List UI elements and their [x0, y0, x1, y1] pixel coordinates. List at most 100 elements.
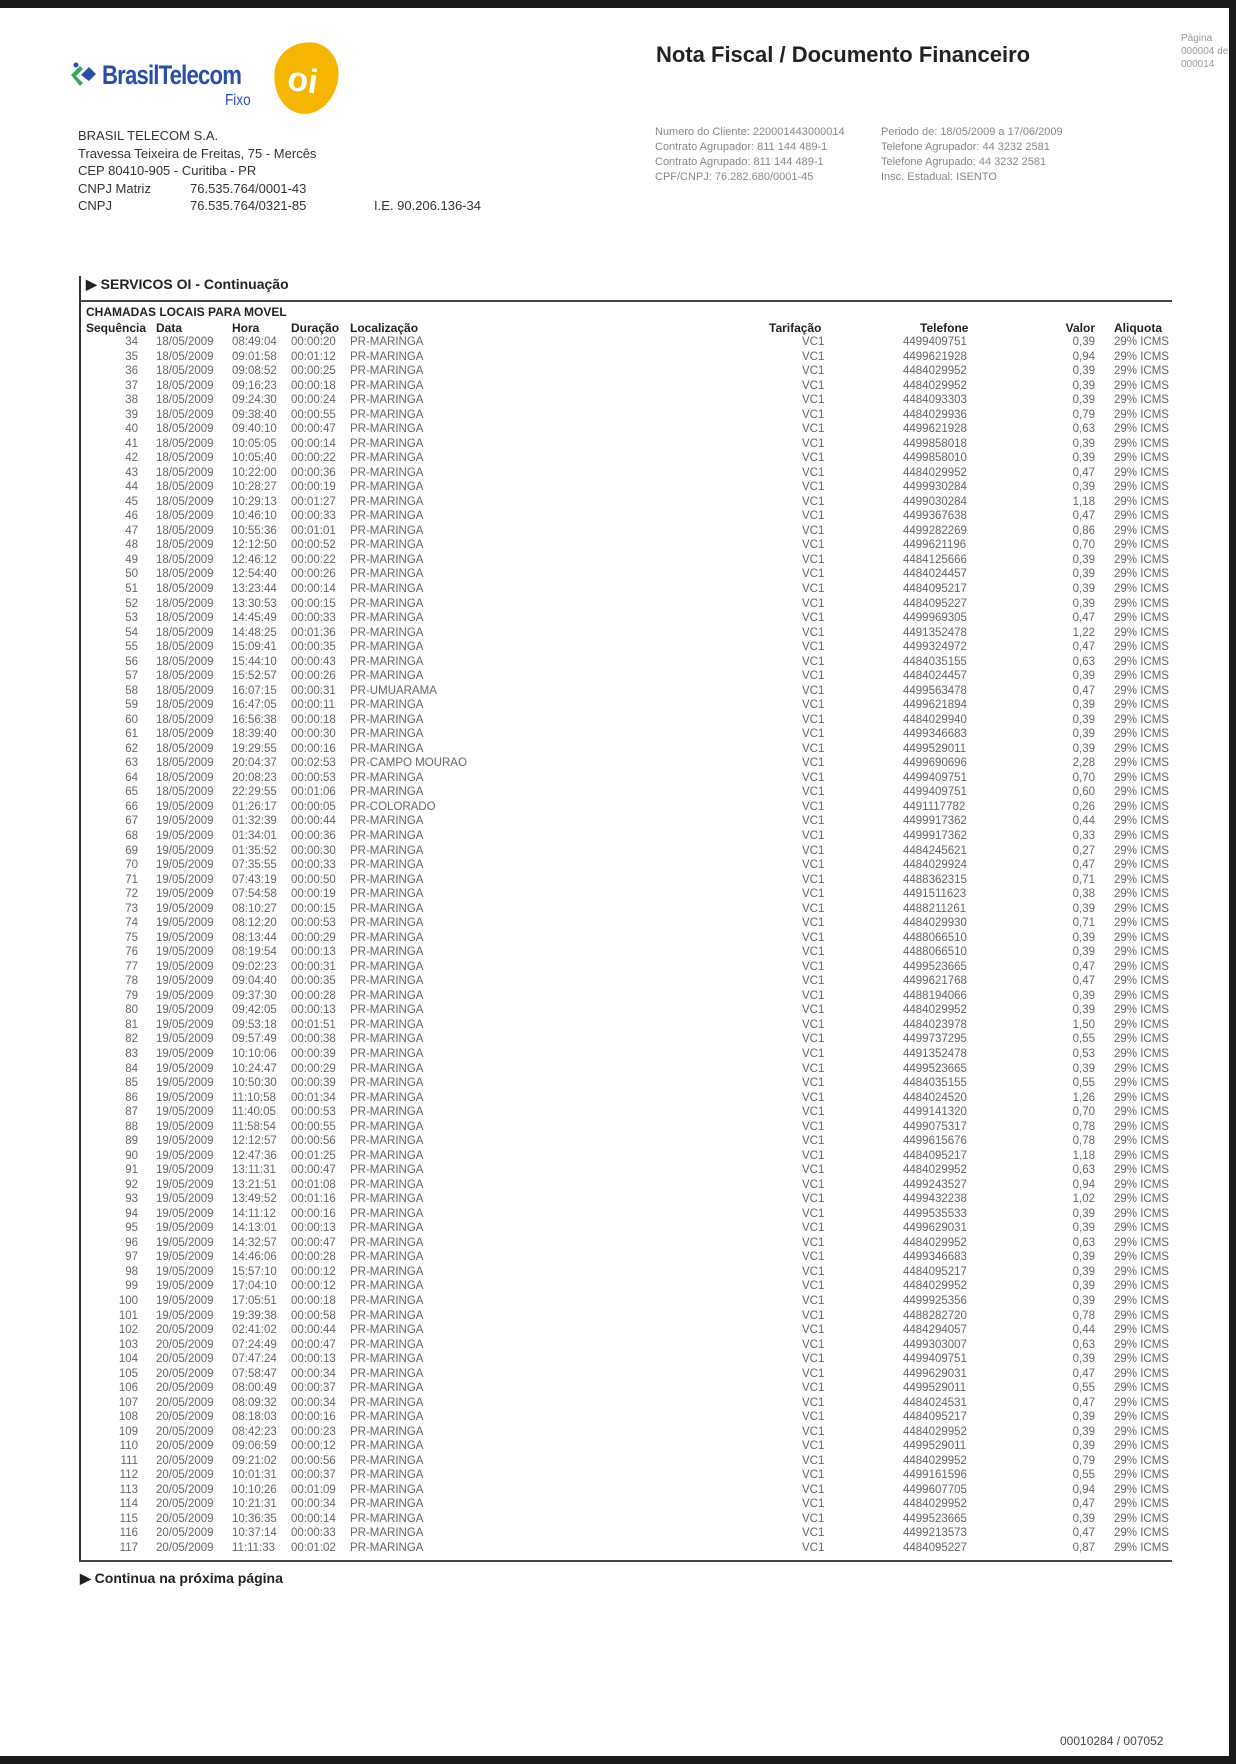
cell-localizacao: PR-MARINGA: [350, 728, 424, 741]
cell-data: 19/05/2009: [156, 902, 214, 915]
cell-telefone: 4484024457: [903, 670, 967, 683]
cell-telefone: 4499621768: [903, 975, 967, 988]
cell-hora: 18:39:40: [232, 728, 277, 741]
cell-aliquota: 29% ICMS: [1114, 859, 1169, 872]
table-row: 96 19/05/2009 14:32:57 00:00:47 PR-MARINGA VC…: [0, 1237, 1236, 1252]
cell-telefone: 4484125666: [903, 553, 967, 566]
cell-valor: 0,70: [1072, 539, 1095, 552]
cell-data: 18/05/2009: [156, 568, 214, 581]
cell-data: 19/05/2009: [156, 1164, 214, 1177]
cell-aliquota: 29% ICMS: [1114, 583, 1169, 595]
cell-aliquota: 29% ICMS: [1114, 1280, 1169, 1293]
cell-duracao: 00:00:12: [291, 1440, 336, 1453]
cell-aliquota: 29% ICMS: [1114, 1004, 1169, 1017]
cell-data: 19/05/2009: [156, 873, 214, 886]
cell-sequencia: 69: [125, 844, 138, 857]
cell-sequencia: 57: [125, 670, 138, 683]
cell-duracao: 00:01:09: [291, 1483, 336, 1496]
cell-sequencia: 87: [125, 1106, 138, 1119]
cell-aliquota: 29% ICMS: [1114, 771, 1169, 784]
cell-telefone: 4484035155: [903, 655, 967, 668]
cell-sequencia: 42: [125, 452, 138, 465]
cell-duracao: 00:01:51: [291, 1018, 336, 1031]
cell-data: 18/05/2009: [156, 379, 214, 392]
company-cep: CEP 80410-905 - Curitiba - PR: [78, 163, 257, 178]
cell-telefone: 4484294057: [903, 1324, 967, 1337]
cell-tarifacao: VC1: [802, 452, 825, 465]
cell-localizacao: PR-MARINGA: [350, 888, 424, 901]
cell-duracao: 00:00:16: [291, 742, 336, 755]
company-name: BRASIL TELECOM S.A.: [78, 128, 219, 143]
table-row: 39 18/05/2009 09:38:40 00:00:55 PR-MARINGA VC…: [0, 409, 1236, 424]
cell-sequencia: 39: [125, 408, 138, 421]
table-row: 107 20/05/2009 08:09:32 00:00:34 PR-MARINGA V…: [0, 1397, 1236, 1412]
cell-valor: 0,39: [1072, 931, 1095, 944]
table-row: 76 19/05/2009 08:19:54 00:00:13 PR-MARINGA VC…: [0, 946, 1236, 961]
cell-telefone: 4484029936: [903, 408, 967, 421]
cell-localizacao: PR-MARINGA: [350, 815, 424, 828]
cell-localizacao: PR-MARINGA: [350, 1411, 424, 1424]
cell-valor: 1,22: [1072, 626, 1095, 639]
cell-localizacao: PR-MARINGA: [350, 1222, 424, 1235]
cell-data: 18/05/2009: [156, 626, 214, 639]
cell-telefone: 4499535533: [903, 1207, 967, 1220]
cell-data: 18/05/2009: [156, 423, 214, 436]
cell-telefone: 4484024520: [903, 1091, 967, 1104]
cell-duracao: 00:00:47: [291, 423, 336, 436]
cell-hora: 08:49:04: [232, 336, 277, 348]
cell-hora: 01:32:39: [232, 815, 277, 828]
cell-sequencia: 67: [125, 815, 138, 828]
cell-valor: 0,47: [1072, 510, 1095, 523]
cell-localizacao: PR-MARINGA: [350, 946, 424, 959]
cell-localizacao: PR-MARINGA: [350, 539, 424, 552]
cell-sequencia: 84: [125, 1062, 138, 1075]
cell-hora: 13:21:51: [232, 1178, 277, 1191]
cell-data: 19/05/2009: [156, 1251, 214, 1264]
cell-tarifacao: VC1: [802, 728, 825, 741]
cell-localizacao: PR-MARINGA: [350, 989, 424, 1002]
cell-tarifacao: VC1: [802, 771, 825, 784]
cell-data: 19/05/2009: [156, 1062, 214, 1075]
cell-aliquota: 29% ICMS: [1114, 495, 1169, 508]
cell-sequencia: 89: [125, 1135, 138, 1148]
cell-localizacao: PR-MARINGA: [350, 350, 424, 363]
cell-sequencia: 95: [125, 1222, 138, 1235]
cell-tarifacao: VC1: [802, 553, 825, 566]
cell-telefone: 4499930284: [903, 481, 967, 494]
cell-duracao: 00:00:31: [291, 684, 336, 697]
cell-tarifacao: VC1: [802, 1309, 825, 1322]
cell-tarifacao: VC1: [802, 815, 825, 828]
table-row: 113 20/05/2009 10:10:26 00:01:09 PR-MARINGA V…: [0, 1484, 1236, 1499]
table-row: 44 18/05/2009 10:28:27 00:00:19 PR-MARINGA VC…: [0, 481, 1236, 496]
table-row: 106 20/05/2009 08:00:49 00:00:37 PR-MARINGA V…: [0, 1382, 1236, 1397]
cell-hora: 10:37:14: [232, 1527, 277, 1540]
cell-aliquota: 29% ICMS: [1114, 1411, 1169, 1424]
cell-data: 19/05/2009: [156, 830, 214, 843]
cell-localizacao: PR-MARINGA: [350, 844, 424, 857]
cell-sequencia: 93: [125, 1193, 138, 1206]
cell-sequencia: 50: [125, 568, 138, 581]
cell-aliquota: 29% ICMS: [1114, 655, 1169, 668]
cell-aliquota: 29% ICMS: [1114, 786, 1169, 799]
cell-data: 18/05/2009: [156, 350, 214, 363]
cell-valor: 0,39: [1072, 379, 1095, 392]
cnpj-matriz: 76.535.764/0001-43: [190, 180, 307, 196]
cell-valor: 0,63: [1072, 1164, 1095, 1177]
cell-tarifacao: VC1: [802, 1236, 825, 1249]
table-row: 85 19/05/2009 10:50:30 00:00:39 PR-MARINGA VC…: [0, 1077, 1236, 1092]
cell-aliquota: 29% ICMS: [1114, 888, 1169, 901]
cell-valor: 0,39: [1072, 1265, 1095, 1278]
table-row: 112 20/05/2009 10:01:31 00:00:37 PR-MARINGA V…: [0, 1469, 1236, 1484]
table-row: 38 18/05/2009 09:24:30 00:00:24 PR-MARINGA VC…: [0, 394, 1236, 409]
table-row: 86 19/05/2009 11:10:58 00:01:34 PR-MARINGA VC…: [0, 1092, 1236, 1107]
cell-aliquota: 29% ICMS: [1114, 1265, 1169, 1278]
cell-telefone: 4491352478: [903, 1047, 967, 1060]
cell-localizacao: PR-MARINGA: [350, 394, 424, 407]
cell-tarifacao: VC1: [802, 1047, 825, 1060]
cell-telefone: 4499529011: [903, 1440, 967, 1453]
cell-sequencia: 116: [119, 1527, 138, 1540]
col-aliquota: Aliquota: [1114, 321, 1162, 335]
cell-aliquota: 29% ICMS: [1114, 1527, 1169, 1540]
cell-aliquota: 29% ICMS: [1114, 1164, 1169, 1177]
cell-aliquota: 29% ICMS: [1114, 1382, 1169, 1395]
